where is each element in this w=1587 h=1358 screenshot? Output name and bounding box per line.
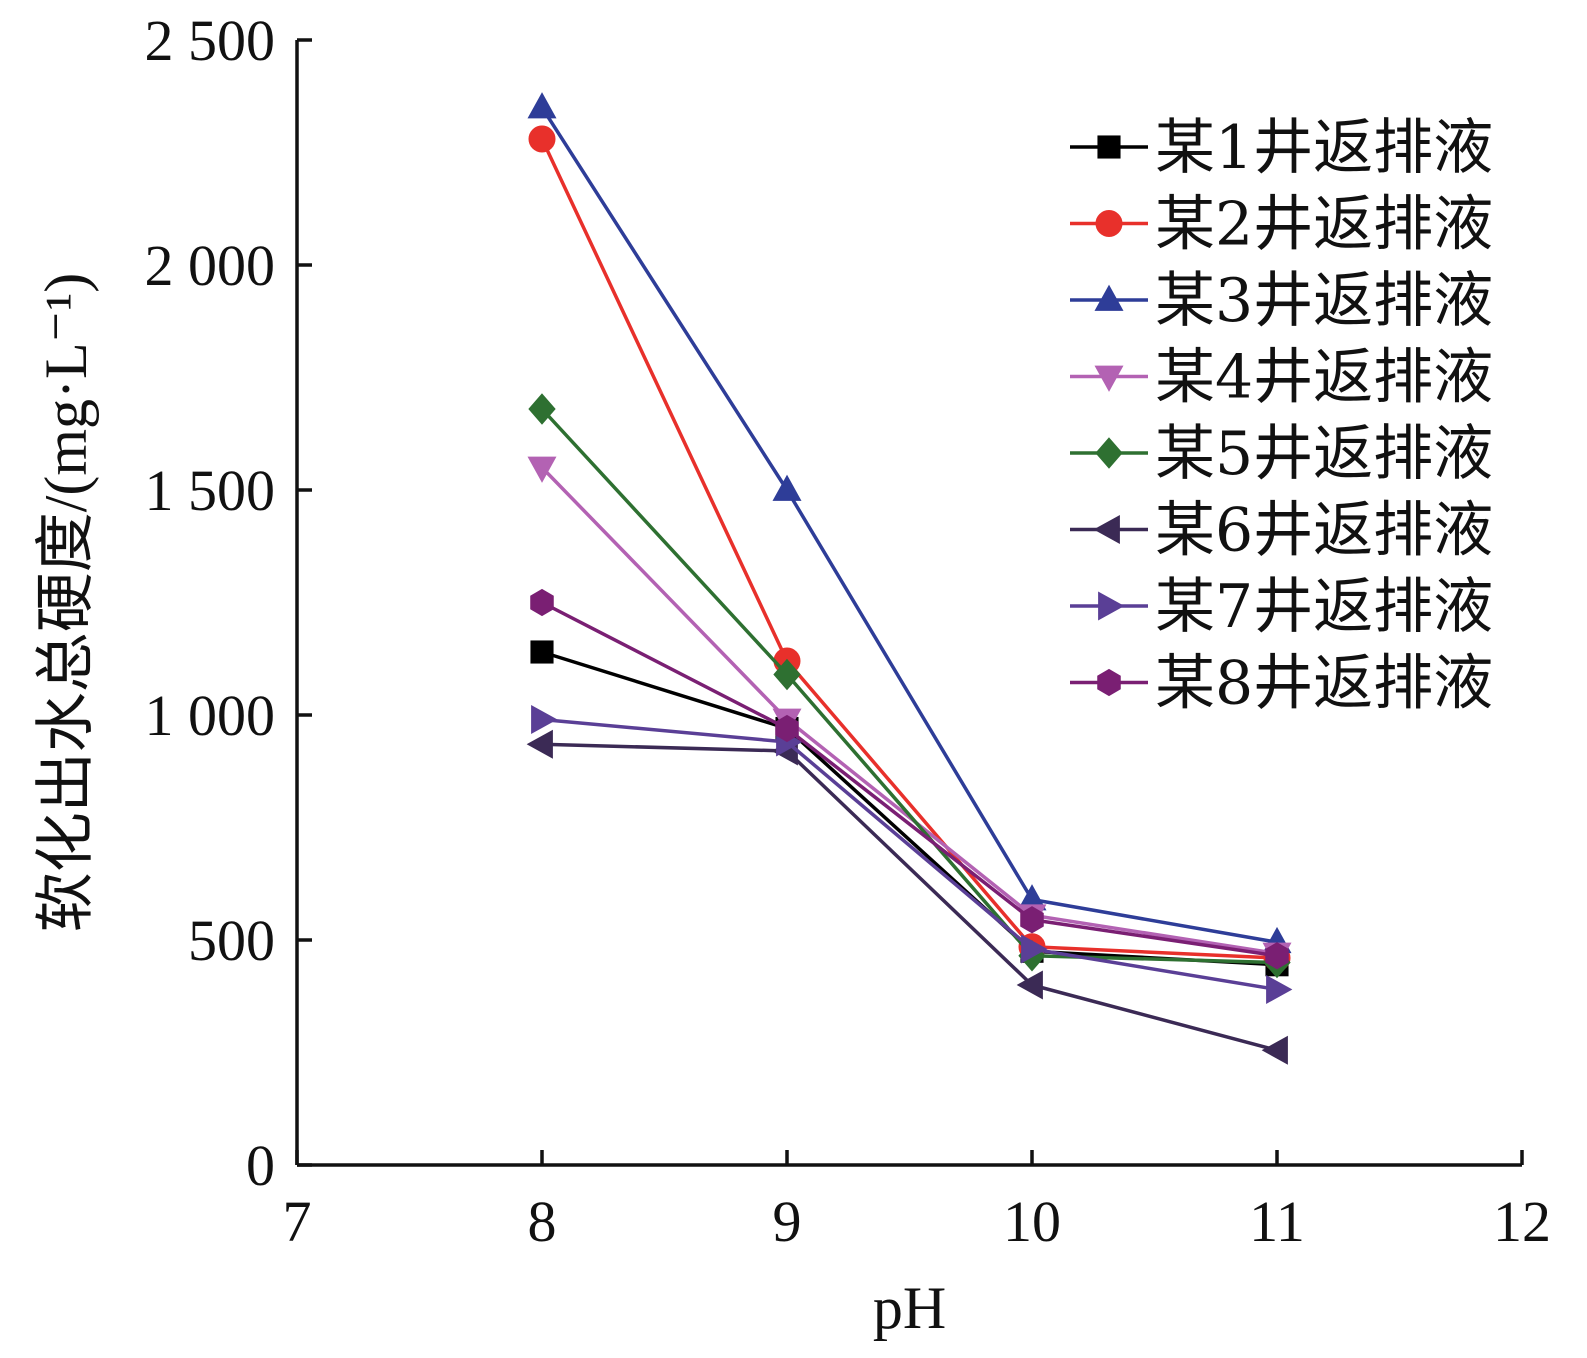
legend-label: 某1井返排液 (1155, 113, 1493, 183)
data-point (772, 474, 802, 501)
legend-item: 某2井返排液 (1070, 190, 1493, 260)
legend-label: 某3井返排液 (1155, 266, 1493, 336)
x-tick-label: 9 (773, 1189, 802, 1254)
y-axis-title: 软化出水总硬度/(mg·L⁻¹) (33, 273, 99, 933)
x-tick-label: 7 (283, 1189, 312, 1254)
legend-item: 某7井返排液 (1070, 572, 1493, 642)
series-line (540, 407, 1278, 965)
legend-label: 某7井返排液 (1155, 572, 1493, 642)
data-point (528, 393, 556, 425)
legend-item: 某3井返排液 (1070, 266, 1493, 336)
y-tick-label: 2 000 (145, 233, 276, 298)
legend-marker (1097, 135, 1121, 159)
legend-label: 某8井返排液 (1155, 649, 1493, 719)
data-point (1020, 906, 1044, 934)
data-point (1265, 942, 1289, 970)
chart-axes: 0 500 1 000 1 500 2 000 2 500 7 8 9 10 11 12 pH 软化出水总… (33, 8, 1551, 1341)
y-tick-label: 1 000 (145, 683, 276, 748)
legend-marker (1093, 515, 1120, 544)
legend-label: 某6井返排液 (1155, 496, 1493, 566)
y-tick-label: 2 500 (145, 8, 276, 73)
y-tick-label: 1 500 (145, 458, 276, 523)
data-point (1266, 975, 1293, 1004)
data-point (775, 714, 799, 743)
legend-item: 某5井返排液 (1070, 419, 1493, 489)
data-point (527, 456, 557, 483)
series-layer (526, 92, 1293, 1065)
series-line (541, 600, 1278, 958)
data-point (530, 640, 554, 664)
series-7 (531, 705, 1293, 1004)
data-point (1021, 934, 1048, 964)
x-tick-label: 11 (1249, 1189, 1305, 1254)
legend-item: 某6井返排液 (1070, 496, 1493, 566)
y-tick-label: 0 (246, 1133, 275, 1198)
legend-item: 某4井返排液 (1070, 343, 1493, 413)
data-point (773, 658, 801, 691)
legend-marker (1095, 437, 1123, 469)
legend-marker (1094, 284, 1124, 311)
legend-marker (1098, 591, 1125, 621)
x-tick-label: 12 (1493, 1189, 1551, 1254)
x-tick-label: 8 (528, 1189, 557, 1254)
legend-item: 某1井返排液 (1070, 113, 1493, 183)
data-point (528, 125, 556, 153)
x-axis-title: pH (873, 1275, 946, 1341)
legend-item: 某8井返排液 (1070, 649, 1493, 719)
data-point (526, 729, 553, 759)
legend-label: 某2井返排液 (1155, 190, 1493, 260)
data-point (1261, 1035, 1288, 1065)
legend-label: 某4井返排液 (1155, 343, 1493, 413)
data-point (530, 588, 554, 617)
series-6 (526, 729, 1288, 1065)
series-line (540, 138, 1278, 960)
data-point (531, 705, 558, 734)
series-line (540, 106, 1278, 944)
legend-marker (1097, 668, 1121, 697)
legend-marker (1095, 210, 1123, 237)
series-line (541, 742, 1278, 1052)
series-line (541, 717, 1278, 992)
x-tick-label: 10 (1003, 1189, 1061, 1254)
series-8 (530, 588, 1289, 970)
legend-label: 某5井返排液 (1155, 419, 1493, 489)
data-point (1016, 970, 1043, 1000)
data-point (527, 92, 557, 119)
chart-legend: 某1井返排液某2井返排液某3井返排液某4井返排液某5井返排液某6井返排液某7井返… (1070, 113, 1493, 719)
legend-marker (1094, 365, 1124, 392)
y-tick-label: 500 (188, 908, 275, 973)
